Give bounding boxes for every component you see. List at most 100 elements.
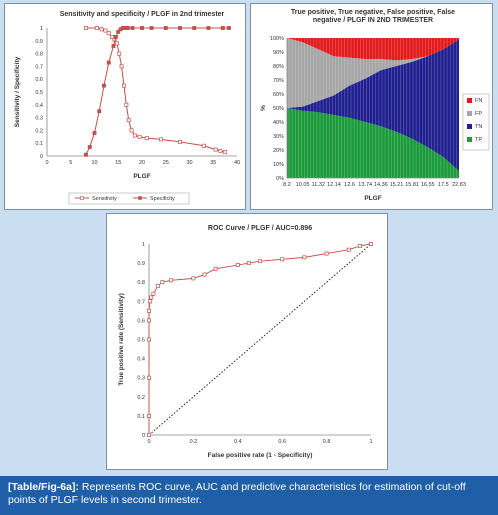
chart1-y-tick: 0.4	[35, 103, 43, 109]
chart1-y-tick: 0	[40, 154, 43, 160]
chart2-x-tick: 16.55	[421, 182, 435, 188]
chart2-y-tick: 10%	[273, 162, 284, 168]
chart1-point	[103, 28, 108, 33]
chart3-y-tick: 0.9	[137, 261, 145, 267]
chart2-x-tick: 17.5	[438, 182, 449, 188]
chart1-point	[125, 26, 130, 30]
stacked-area-chart: True positive, True negative, False posi…	[260, 9, 490, 202]
chart1-point	[97, 109, 102, 114]
chart2-y-label: %	[260, 105, 267, 111]
chart1-point	[144, 136, 149, 141]
chart1-title: Sensitivity and specificity / PLGF in 2n…	[60, 11, 225, 18]
chart1-point	[113, 35, 118, 39]
chart3-x-tick: 1	[369, 439, 372, 445]
chart1-point	[129, 128, 134, 133]
chart3-point	[155, 284, 160, 288]
sens-spec-chart: Sensitivity and specificity / PLGF in 2n…	[14, 11, 240, 205]
chart1-x-tick: 15	[115, 160, 121, 166]
chart1-point	[116, 29, 121, 34]
chart3-point	[147, 318, 151, 323]
chart3-point	[357, 243, 362, 248]
chart1-x-tick: 5	[69, 160, 72, 166]
chart3-x-label: False positive rate (1 - Specificity)	[208, 452, 313, 459]
chart3-point	[148, 299, 153, 304]
chart1-point	[106, 31, 111, 36]
chart2-x-tick: 12.14	[327, 182, 341, 188]
chart1-point	[223, 150, 228, 155]
chart1-point	[218, 148, 223, 153]
chart1-y-tick: 0.8	[35, 52, 43, 58]
chart1-x-tick: 30	[186, 160, 192, 166]
chart3-x-tick: 0	[147, 439, 150, 445]
chart1-y-tick: 0.7	[35, 64, 43, 70]
chart2-y-tick: 80%	[273, 64, 284, 70]
chart1-series-1-line	[85, 27, 229, 155]
chart3-y-tick: 0.1	[137, 414, 145, 420]
chart2-x-label: PLGF	[364, 195, 381, 202]
chart3-y-tick: 1	[142, 242, 145, 248]
chart3-diagonal	[148, 243, 372, 436]
chart1-y-tick: 1	[40, 26, 43, 32]
chart2-y-tick: 20%	[273, 148, 284, 154]
chart3-point	[147, 308, 151, 313]
chart1-x-label: PLGF	[133, 173, 150, 180]
chart1-point	[119, 64, 124, 69]
chart2-legend-label: FP	[475, 111, 482, 117]
chart1-point	[226, 26, 231, 30]
chart2-legend-label: TP	[475, 137, 482, 143]
chart1-point	[213, 147, 218, 152]
chart3-point	[169, 278, 174, 283]
chart1-x-tick: 40	[234, 160, 240, 166]
chart2-x-tick: 14.36	[374, 182, 388, 188]
chart3-title: ROC Curve / PLGF / AUC=0.896	[208, 225, 312, 232]
chart3-y-tick: 0.6	[137, 318, 145, 324]
chart1-y-tick: 0.3	[35, 116, 43, 122]
chart2-legend-swatch	[467, 98, 472, 103]
chart2-x-tick: 12.6	[344, 182, 355, 188]
chart1-x-tick: 35	[210, 160, 216, 166]
caption-text: Represents ROC curve, AUC and predictive…	[8, 481, 466, 506]
chart2-y-tick: 0%	[276, 176, 284, 182]
chart1-point	[132, 133, 137, 138]
figure-caption: [Table/Fig-6a]: Represents ROC curve, AU…	[0, 476, 498, 515]
chart1-y-tick: 0.6	[35, 77, 43, 83]
chart1-legend-marker	[138, 196, 142, 200]
chart2-y-tick: 90%	[273, 50, 284, 56]
chart3-point	[246, 261, 251, 266]
chart3-x-tick: 0.8	[323, 439, 331, 445]
chart1-x-tick: 25	[163, 160, 169, 166]
sens-spec-chart-panel: Sensitivity and specificity / PLGF in 2n…	[4, 3, 246, 210]
chart1-y-tick: 0.9	[35, 39, 43, 45]
chart2-y-tick: 60%	[273, 92, 284, 98]
chart3-point	[147, 433, 151, 437]
chart1-point	[124, 102, 129, 107]
chart1-point	[130, 26, 135, 30]
chart3-point	[346, 247, 351, 252]
chart3-point	[202, 272, 207, 277]
chart2-y-tick: 70%	[273, 78, 284, 84]
roc-chart: ROC Curve / PLGF / AUC=0.896 0 0.1 0.2 0.3 0.…	[118, 225, 373, 459]
chart1-point	[94, 26, 99, 30]
chart1-point	[106, 60, 111, 65]
chart3-point	[324, 251, 329, 256]
chart1-point	[192, 26, 197, 30]
chart3-point	[280, 257, 285, 262]
chart1-point	[87, 145, 92, 149]
chart3-y-tick: 0.4	[137, 357, 145, 363]
chart3-point	[160, 280, 165, 285]
chart2-y-tick: 40%	[273, 120, 284, 126]
chart2-y-tick: 50%	[273, 106, 284, 112]
chart1-y-tick: 0.2	[35, 128, 43, 134]
chart3-roc-line	[148, 243, 372, 435]
chart1-point	[126, 118, 131, 123]
chart1-point	[159, 137, 163, 142]
chart1-legend-label: Specificity	[150, 196, 175, 202]
chart2-x-tick: 15.21	[390, 182, 404, 188]
chart1-point	[92, 131, 97, 135]
chart1-x-tick: 0	[45, 160, 48, 166]
chart1-legend-marker	[80, 196, 84, 200]
chart2-x-tick: 22.83	[452, 182, 466, 188]
chart3-y-tick: 0	[142, 433, 145, 439]
chart1-point	[111, 43, 116, 48]
chart3-point	[369, 242, 373, 246]
